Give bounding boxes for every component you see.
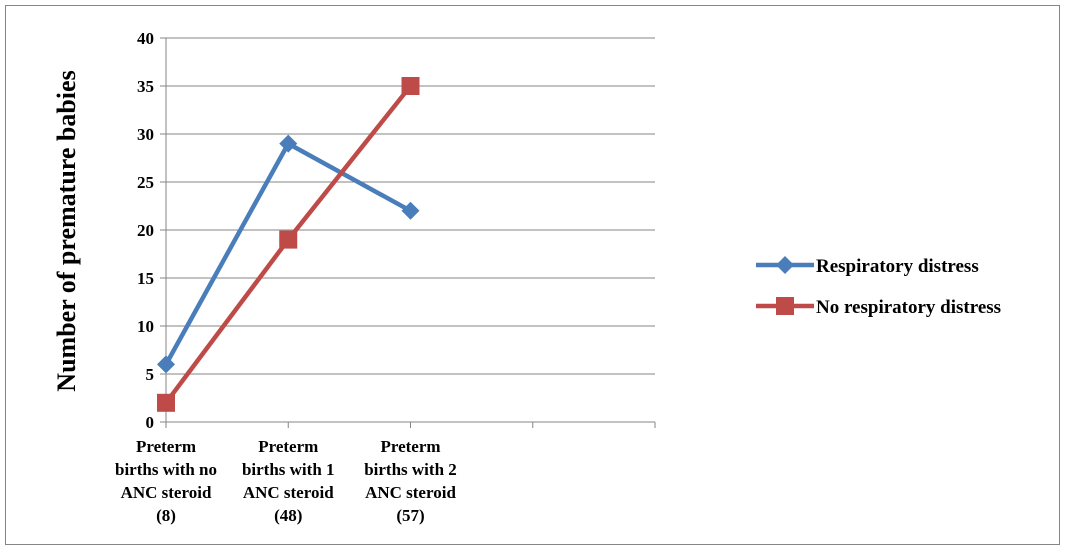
x-category-label: (57) — [396, 506, 424, 525]
x-category-label: ANC steroid — [121, 483, 212, 502]
x-category-label: Preterm — [380, 437, 440, 456]
y-tick-label: 35 — [137, 77, 154, 96]
y-tick-label: 30 — [137, 125, 154, 144]
y-tick-label: 10 — [137, 317, 154, 336]
y-axis-label: Number of premature babies — [52, 70, 81, 391]
x-category-label: ANC steroid — [365, 483, 456, 502]
data-point-diamond — [401, 201, 420, 220]
data-point-square — [157, 393, 175, 412]
x-category-label: births with 2 — [364, 460, 457, 479]
y-tick-label: 0 — [146, 413, 155, 432]
x-category-labels: Preterm births with no ANC steroid (8) Prete… — [115, 437, 457, 525]
y-tick-labels: 0 5 10 15 20 25 30 35 40 — [137, 29, 154, 432]
x-category-label: (8) — [156, 506, 176, 525]
data-point-square — [401, 77, 420, 95]
x-category-label: (48) — [274, 506, 302, 525]
series-lines — [157, 77, 420, 412]
data-point-diamond — [776, 256, 794, 274]
y-tick-label: 20 — [137, 221, 154, 240]
x-category-label: Preterm — [136, 437, 196, 456]
data-point-diamond — [279, 134, 298, 153]
legend: Respiratory distress No respiratory distr… — [756, 256, 1001, 318]
series-line — [164, 141, 412, 366]
chart-frame — [5, 5, 1060, 545]
x-category-label: Preterm — [258, 437, 318, 456]
x-category-label: births with no — [115, 460, 217, 479]
data-point-square — [279, 230, 298, 249]
gridlines — [160, 37, 655, 423]
legend-label: No respiratory distress — [816, 297, 1001, 318]
data-point-square — [776, 297, 794, 315]
y-tick-label: 25 — [137, 173, 154, 192]
data-point-diamond — [157, 355, 175, 374]
x-category-label: ANC steroid — [243, 483, 334, 502]
legend-label: Respiratory distress — [816, 256, 979, 277]
y-tick-label: 15 — [137, 269, 154, 288]
x-category-label: births with 1 — [242, 460, 335, 479]
y-tick-label: 40 — [137, 29, 154, 48]
y-tick-label: 5 — [146, 365, 155, 384]
